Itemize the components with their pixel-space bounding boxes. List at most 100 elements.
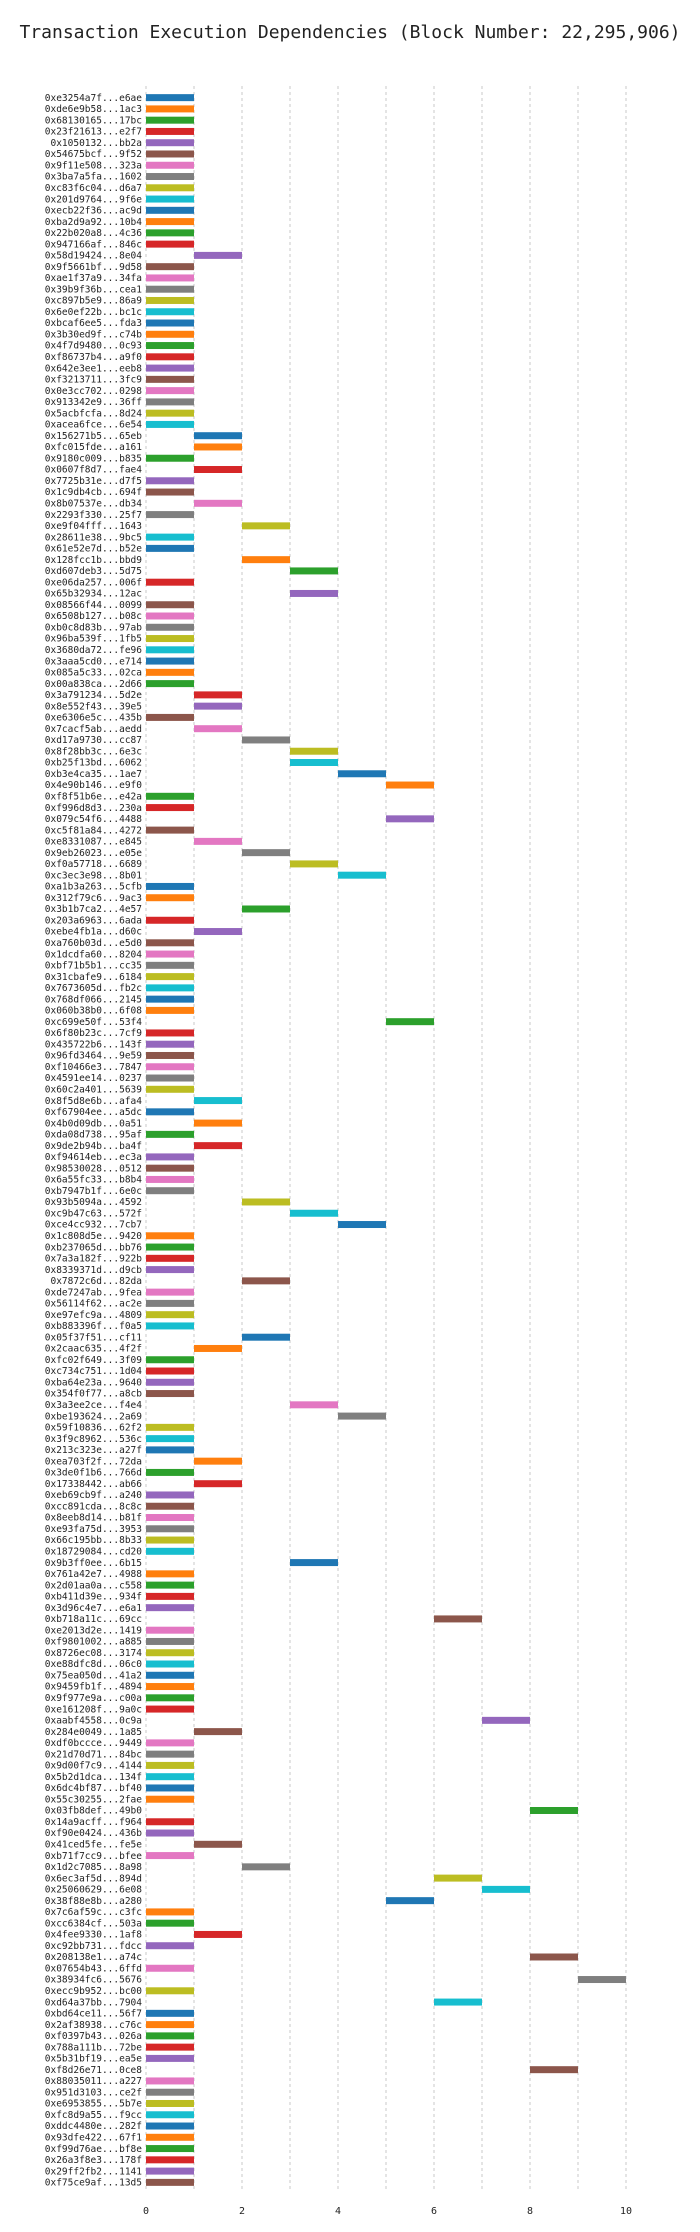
transaction-bar bbox=[146, 477, 194, 485]
x-tick-label: 10 bbox=[620, 2206, 632, 2217]
y-tick-label: 0xcc6384cf...503a bbox=[45, 1918, 142, 1929]
y-tick-label: 0x96fd3464...9e59 bbox=[45, 1051, 143, 1062]
y-tick-label: 0x7673605d...fb2c bbox=[45, 983, 142, 994]
y-tick-label: 0x3f9c8962...536c bbox=[45, 1434, 142, 1445]
transaction-bar bbox=[290, 759, 338, 766]
transaction-bar bbox=[146, 882, 194, 890]
transaction-bar bbox=[146, 2133, 194, 2141]
y-tick-label: 0x14a9acff...f964 bbox=[45, 1817, 143, 1828]
y-tick-label: 0x284e0049...1a85 bbox=[45, 1727, 142, 1738]
transaction-bar bbox=[194, 1930, 242, 1938]
transaction-bar bbox=[146, 961, 194, 969]
y-tick-label: 0x93dfe422...67f1 bbox=[45, 2132, 143, 2143]
transaction-bar bbox=[146, 1322, 194, 1330]
y-tick-label: 0x0607f8d7...fae4 bbox=[45, 465, 143, 476]
y-tick-label: 0xea703f2f...72da bbox=[45, 1456, 142, 1467]
y-tick-label: 0x203a6963...6ada bbox=[45, 915, 142, 926]
y-tick-label: 0x060b38b0...6f08 bbox=[45, 1006, 143, 1017]
transaction-bar bbox=[146, 2009, 194, 2017]
y-tick-label: 0x951d3103...ce2f bbox=[45, 2087, 142, 2098]
transaction-bar bbox=[146, 2122, 194, 2130]
y-tick-label: 0xdf0bccce...9449 bbox=[45, 1738, 143, 1749]
transaction-bar bbox=[146, 1130, 194, 1138]
y-tick-label: 0x60c2a401...5639 bbox=[45, 1084, 143, 1095]
transaction-bar bbox=[146, 950, 194, 958]
transaction-bar bbox=[146, 1660, 194, 1668]
transaction-bar bbox=[434, 1615, 482, 1623]
y-tick-label: 0x788a111b...72be bbox=[45, 2042, 143, 2053]
y-tick-label: 0x156271b5...65eb bbox=[45, 431, 143, 442]
y-tick-label: 0x65b32934...12ac bbox=[45, 589, 142, 600]
y-tick-label: 0x6ec3af5d...894d bbox=[45, 1873, 142, 1884]
transaction-bar bbox=[242, 1863, 290, 1871]
y-tick-label: 0xd607deb3...5d75 bbox=[45, 566, 142, 577]
y-tick-label: 0x6dc4bf87...bf40 bbox=[45, 1783, 143, 1794]
y-tick-label: 0xc3ec3e98...8b01 bbox=[45, 870, 143, 881]
transaction-bar bbox=[146, 1029, 194, 1037]
y-tick-label: 0x3de0f1b6...766d bbox=[45, 1468, 142, 1479]
y-tick-label: 0xe6953855...5b7e bbox=[45, 2099, 143, 2110]
transaction-bar bbox=[146, 680, 194, 688]
y-tick-label: 0xb883396f...f0a5 bbox=[45, 1321, 142, 1332]
transaction-bar bbox=[146, 116, 194, 124]
transaction-bar bbox=[146, 1547, 194, 1555]
transaction-bar bbox=[146, 296, 194, 304]
y-tick-label: 0xfc02f649...3f09 bbox=[45, 1355, 143, 1366]
transaction-bar bbox=[146, 1525, 194, 1533]
transaction-bar bbox=[146, 533, 194, 541]
transaction-bar bbox=[146, 285, 194, 293]
transaction-bar bbox=[146, 2021, 194, 2029]
transaction-bar bbox=[146, 342, 194, 350]
y-tick-label: 0xa760b03d...e5d0 bbox=[45, 938, 143, 949]
y-tick-label: 0x61e52e7d...b52e bbox=[45, 544, 143, 555]
transaction-bar bbox=[386, 1018, 434, 1026]
grid-lines bbox=[145, 86, 627, 2190]
transaction-bar bbox=[146, 2111, 194, 2119]
y-tick-label: 0x08566f44...0099 bbox=[45, 600, 143, 611]
y-tick-label: 0xacea6fce...6e54 bbox=[45, 420, 143, 431]
transaction-bar bbox=[146, 263, 194, 271]
transaction-bar bbox=[146, 2167, 194, 2175]
transaction-bar bbox=[146, 1063, 194, 1071]
y-tick-label: 0x23f21613...e2f7 bbox=[45, 127, 142, 138]
y-tick-label: 0x5acbfcfa...8d24 bbox=[45, 408, 143, 419]
y-tick-label: 0xe2013d2e...1419 bbox=[45, 1625, 143, 1636]
y-tick-label: 0x8f5d8e6b...afa4 bbox=[45, 1096, 143, 1107]
transaction-bar bbox=[242, 1198, 290, 1206]
transaction-bar bbox=[146, 668, 194, 676]
transaction-bar bbox=[146, 826, 194, 834]
transaction-bar bbox=[146, 161, 194, 169]
transaction-bar bbox=[146, 544, 194, 552]
transaction-bar bbox=[146, 488, 194, 496]
transaction-bar bbox=[146, 1705, 194, 1713]
y-tick-label: 0x66c195bb...8b33 bbox=[45, 1535, 142, 1546]
transaction-bar bbox=[482, 1885, 530, 1893]
chart-title: Transaction Execution Dependencies (Bloc… bbox=[19, 22, 680, 43]
y-tick-label: 0x7cacf5ab...aedd bbox=[45, 724, 142, 735]
transaction-bar bbox=[146, 646, 194, 654]
y-tick-label: 0x22b020a8...4c36 bbox=[45, 228, 143, 239]
y-tick-label: 0xc92bb731...fdcc bbox=[45, 1941, 142, 1952]
transaction-bar bbox=[146, 713, 194, 721]
y-tick-label: 0xf996d8d3...230a bbox=[45, 803, 142, 814]
y-tick-label: 0x2d01aa0a...c558 bbox=[45, 1580, 143, 1591]
transaction-bar bbox=[194, 443, 242, 451]
transaction-bar bbox=[146, 984, 194, 992]
y-tick-label: 0x7725b31e...d7f5 bbox=[45, 476, 142, 487]
transaction-bar bbox=[146, 1108, 194, 1116]
transaction-bar bbox=[146, 308, 194, 316]
transaction-bar bbox=[146, 1683, 194, 1691]
transaction-bar bbox=[338, 770, 386, 778]
y-tick-label: 0x9f11e508...323a bbox=[45, 160, 142, 171]
y-tick-label: 0x00a838ca...2d66 bbox=[45, 679, 143, 690]
y-tick-label: 0x8726ec08...3174 bbox=[45, 1648, 143, 1659]
y-tick-label: 0x4fee9330...1af8 bbox=[45, 1930, 143, 1941]
y-tick-label: 0xa1b3a263...5cfb bbox=[45, 882, 143, 893]
y-tick-label: 0x9de2b94b...ba4f bbox=[45, 1141, 142, 1152]
y-tick-label: 0xbf71b5b1...cc35 bbox=[45, 961, 142, 972]
y-tick-label: 0x18729084...cd20 bbox=[45, 1547, 143, 1558]
y-tick-label: 0x9b3ff0ee...6b15 bbox=[45, 1558, 142, 1569]
y-tick-label: 0xd17a9730...cc87 bbox=[45, 735, 142, 746]
y-tick-label: 0x8f28bb3c...6e3c bbox=[45, 746, 142, 757]
transaction-bar bbox=[146, 229, 194, 237]
